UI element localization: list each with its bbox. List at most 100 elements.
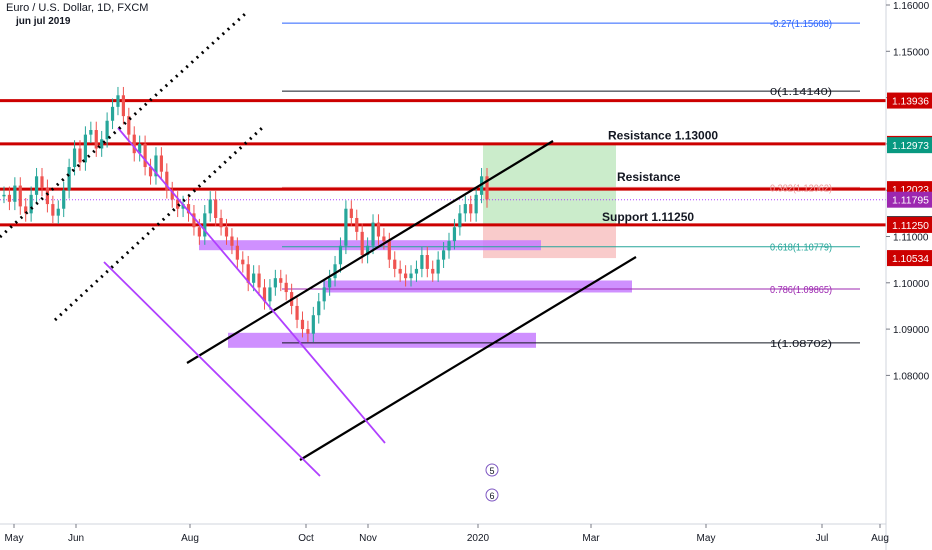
candle-body [235, 245, 239, 260]
candle-body [2, 194, 6, 197]
candle-body [208, 199, 212, 214]
candle-body [382, 236, 386, 242]
candle-body [273, 278, 277, 288]
candle-body [18, 185, 22, 207]
candle-body [257, 273, 261, 288]
candle-body [192, 213, 196, 228]
candle-body [328, 278, 332, 288]
candle-body [94, 130, 98, 149]
candle-body [333, 264, 337, 279]
level-annotation: Support 1.11250 [602, 210, 694, 224]
chart-header: Euro / U.S. Dollar, 1D, FXCM jun jul 201… [6, 2, 148, 28]
candle-body [403, 273, 408, 279]
time-axis-label: May [697, 533, 716, 544]
event-marker-label: 6 [489, 491, 494, 501]
time-axis-label: Nov [359, 533, 377, 544]
candle-body [474, 194, 478, 214]
candle-body [105, 120, 109, 140]
price-badge-label: 1.13936 [892, 97, 929, 108]
candle-body [83, 134, 88, 163]
price-badge-label: 1.10534 [892, 254, 929, 265]
candle-body [170, 190, 174, 200]
candle-body [24, 206, 28, 214]
candle-body [197, 227, 201, 237]
candle-body [13, 185, 17, 202]
candle-body [485, 176, 489, 200]
candle-body [72, 148, 77, 168]
candle-body [45, 187, 50, 205]
candle-body [29, 194, 33, 214]
time-axis-label: Mar [582, 533, 600, 544]
fib-label: 0.618(1.10779) [770, 243, 832, 254]
candle-body [317, 301, 321, 316]
time-axis-label: Jul [816, 533, 829, 544]
candle-body [268, 287, 272, 302]
candle-body [165, 171, 169, 191]
demand-zone-3 [228, 332, 536, 348]
candle-body [132, 134, 136, 154]
candle-body [159, 155, 163, 172]
time-axis-label: Aug [181, 533, 199, 544]
candle-body [344, 208, 348, 246]
target-zone [483, 143, 616, 225]
candle-body [452, 227, 457, 242]
candle-body [284, 282, 288, 293]
fib-label: 0.786(1.09865) [770, 285, 832, 296]
price-badge [887, 250, 932, 267]
candle-body [360, 231, 364, 256]
candle-body [203, 213, 207, 237]
candle-body [154, 155, 158, 177]
symbol-title: Euro / U.S. Dollar, 1D, FXCM [6, 2, 149, 14]
up-channel-upper [0, 12, 247, 239]
candle-body [121, 95, 125, 117]
price-badge-label: 1.11250 [892, 221, 929, 232]
event-marker-label: 5 [489, 466, 494, 476]
candle-body [7, 194, 12, 202]
time-axis-label: Jun [68, 533, 84, 544]
candle-body [349, 208, 353, 218]
fib-label: 0.382(1.12062) [770, 183, 832, 194]
candle-body [230, 236, 234, 246]
candle-body [176, 199, 180, 209]
candle-body [62, 190, 66, 209]
price-badge [887, 92, 932, 109]
event-marker-icon [485, 488, 499, 502]
up-channel-lower [53, 126, 264, 322]
price-badge-label: 1.11795 [892, 196, 929, 207]
level-annotation: Resistance [617, 170, 681, 184]
channel-upper-line [186, 140, 554, 364]
candle-body [393, 259, 397, 269]
candle-body [148, 167, 153, 177]
candle-body [40, 176, 44, 188]
candle-body [355, 217, 359, 232]
time-axis-label: Aug [871, 533, 889, 544]
candle-body [138, 143, 142, 154]
candle-body [143, 143, 147, 168]
channel-lower-line [299, 256, 637, 461]
plot-area [0, 12, 886, 502]
candle-body [51, 204, 55, 216]
candle-body [420, 255, 424, 269]
candle-body [431, 268, 435, 274]
candle-body [279, 278, 283, 283]
candle-body [458, 213, 462, 228]
price-badge [887, 216, 932, 233]
candle-body [110, 106, 115, 121]
candle-body [89, 130, 93, 135]
price-axis-label: 1.11000 [893, 233, 929, 244]
candle-body [224, 227, 229, 237]
event-marker-icon [485, 463, 499, 477]
candle-body [306, 329, 310, 334]
candle-body [246, 264, 250, 283]
candle-body [376, 222, 381, 237]
price-axis-label: 1.15000 [893, 47, 930, 58]
chart-subtitle: jun jul 2019 [16, 16, 71, 27]
candle-body [219, 217, 223, 228]
fib-label: -0.27(1.15608) [770, 19, 832, 30]
candle-body [398, 268, 402, 274]
candle-body [366, 245, 370, 256]
candle-body [371, 222, 375, 246]
candle-body [436, 259, 440, 274]
